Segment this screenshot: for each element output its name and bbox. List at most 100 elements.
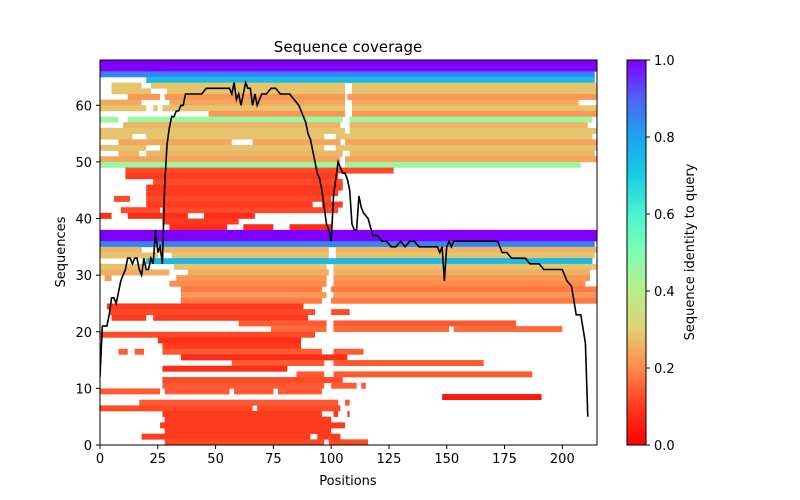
alignment-segment bbox=[162, 218, 239, 225]
colorbar-tick-label: 1.0 bbox=[654, 54, 675, 69]
alignment-segment bbox=[164, 388, 230, 395]
alignment-segment bbox=[100, 127, 346, 134]
alignment-segment bbox=[109, 309, 315, 316]
alignment-segment bbox=[100, 241, 595, 248]
colorbar-ticks: 0.0 0.2 0.4 0.6 0.8 1.0 bbox=[646, 54, 675, 454]
alignment-segment bbox=[111, 88, 151, 95]
alignment-segment bbox=[351, 82, 597, 89]
alignment-segment bbox=[100, 388, 161, 395]
y-tick-label: 10 bbox=[75, 382, 92, 397]
alignment-segment bbox=[146, 258, 593, 265]
x-tick-label: 200 bbox=[550, 452, 575, 467]
y-tick-label: 60 bbox=[75, 99, 92, 114]
alignment-segment bbox=[442, 394, 542, 401]
x-tick-label: 75 bbox=[265, 452, 282, 467]
alignment-segment bbox=[171, 252, 329, 259]
alignment-segment bbox=[234, 388, 274, 395]
alignment-segment bbox=[125, 167, 394, 174]
alignment-segment bbox=[146, 201, 313, 208]
alignment-segment bbox=[252, 139, 341, 146]
y-tick-label: 40 bbox=[75, 213, 92, 228]
alignment-segment bbox=[100, 263, 147, 270]
alignment-segment bbox=[231, 360, 325, 367]
y-tick-label: 30 bbox=[75, 269, 92, 284]
alignment-segment bbox=[162, 411, 322, 417]
alignment-segment bbox=[347, 411, 350, 417]
alignment-segment bbox=[333, 320, 517, 327]
alignment-segment bbox=[146, 195, 332, 202]
y-tick-label: 20 bbox=[75, 326, 92, 341]
alignment-segment bbox=[100, 105, 147, 112]
alignment-segment bbox=[118, 348, 128, 355]
alignment-segment bbox=[139, 399, 339, 406]
alignment-segment bbox=[349, 150, 595, 157]
alignment-segment bbox=[333, 360, 484, 367]
alignment-segment bbox=[111, 314, 147, 321]
alignment-segment bbox=[162, 377, 343, 384]
x-axis-label: Positions bbox=[319, 474, 377, 489]
x-tick-label: 100 bbox=[319, 452, 344, 467]
x-tick-label: 175 bbox=[492, 452, 517, 467]
y-tick-label: 50 bbox=[75, 156, 92, 171]
alignment-segment bbox=[113, 195, 131, 202]
alignment-segment bbox=[100, 269, 170, 276]
alignment-segment bbox=[100, 156, 341, 163]
alignment-segment bbox=[146, 190, 339, 197]
alignment-segment bbox=[351, 99, 579, 106]
alignment-segment bbox=[146, 133, 325, 140]
alignment-segment bbox=[146, 76, 595, 83]
colorbar-label: Sequence identity to query bbox=[683, 163, 698, 340]
alignment-segment bbox=[331, 309, 350, 316]
alignment-segment bbox=[243, 224, 274, 231]
colorbar-tick-label: 0.2 bbox=[654, 362, 675, 377]
alignment-segment bbox=[349, 122, 588, 129]
alignment-segment bbox=[164, 439, 325, 445]
alignment-bars bbox=[100, 60, 597, 445]
alignment-segment bbox=[100, 229, 597, 236]
plot-frame bbox=[99, 59, 598, 446]
alignment-segment bbox=[180, 292, 327, 299]
alignment-segment bbox=[204, 212, 255, 219]
alignment-segment bbox=[162, 382, 325, 389]
alignment-segment bbox=[153, 314, 309, 321]
alignment-segment bbox=[257, 405, 341, 412]
alignment-segment bbox=[127, 212, 188, 219]
alignment-segment bbox=[118, 139, 232, 146]
alignment-segment bbox=[331, 297, 597, 304]
alignment-segment bbox=[453, 326, 563, 333]
alignment-segment bbox=[100, 235, 597, 242]
alignment-segment bbox=[146, 184, 343, 191]
alignment-segment bbox=[208, 110, 346, 117]
alignment-segment bbox=[100, 116, 119, 123]
alignment-segment bbox=[180, 354, 348, 361]
alignment-segment bbox=[271, 326, 327, 333]
alignment-segment bbox=[164, 416, 332, 423]
alignment-segment bbox=[169, 280, 327, 287]
alignment-segment bbox=[100, 71, 595, 78]
alignment-segment bbox=[153, 178, 343, 185]
alignment-segment bbox=[153, 105, 158, 112]
alignment-segment bbox=[333, 263, 597, 270]
alignment-segment bbox=[157, 337, 302, 344]
alignment-segment bbox=[100, 331, 315, 338]
coverage-line bbox=[100, 79, 589, 417]
alignment-segment bbox=[167, 88, 346, 95]
alignment-segment bbox=[176, 275, 327, 282]
colorbar-tick-label: 0.8 bbox=[654, 131, 675, 146]
alignment-segment bbox=[162, 365, 288, 372]
alignment-segment bbox=[100, 252, 158, 259]
alignment-segment bbox=[351, 88, 597, 95]
x-tick-label: 50 bbox=[207, 452, 224, 467]
alignment-segment bbox=[150, 82, 346, 89]
alignment-segment bbox=[123, 122, 341, 129]
alignment-segment bbox=[127, 116, 343, 123]
alignment-segment bbox=[333, 292, 597, 299]
alignment-segment bbox=[347, 93, 597, 100]
alignment-segment bbox=[345, 399, 350, 406]
alignment-segment bbox=[141, 433, 311, 440]
alignment-segment bbox=[333, 411, 339, 417]
alignment-segment bbox=[100, 65, 597, 72]
alignment-segment bbox=[160, 144, 325, 151]
alignment-segment bbox=[162, 105, 346, 112]
alignment-segment bbox=[169, 224, 228, 231]
